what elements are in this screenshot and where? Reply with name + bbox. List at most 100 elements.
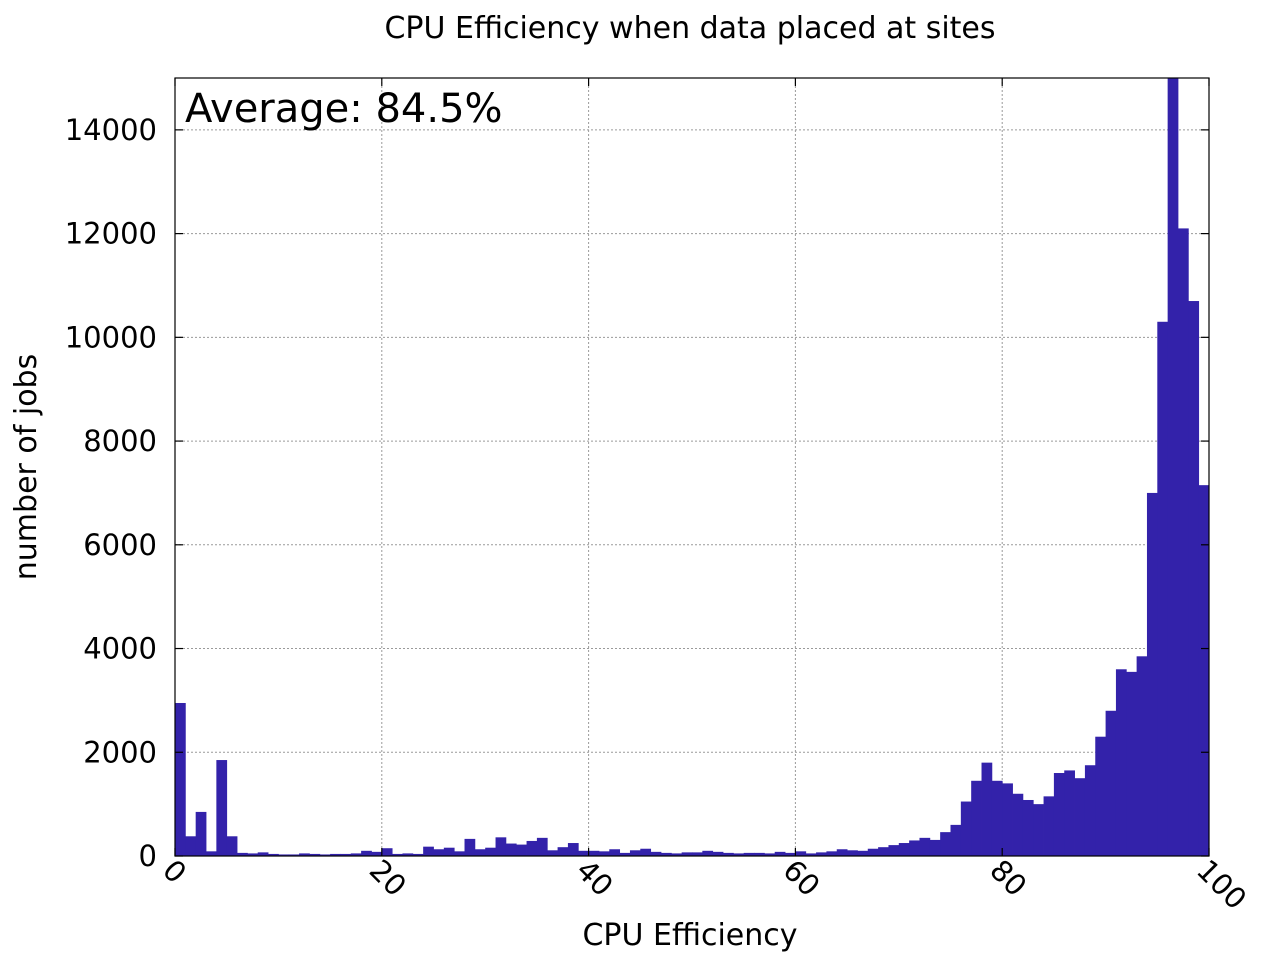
x-tick-label: 60 bbox=[776, 853, 826, 903]
histogram-bar bbox=[723, 852, 734, 856]
histogram-bar bbox=[816, 852, 827, 856]
chart-title: CPU Efficiency when data placed at sites bbox=[384, 11, 995, 46]
histogram-bar bbox=[898, 843, 910, 856]
histogram-bar bbox=[702, 850, 714, 856]
histogram-bar bbox=[567, 843, 579, 856]
histogram-bar bbox=[371, 851, 383, 856]
histogram-bar bbox=[919, 837, 931, 856]
histogram-bar bbox=[971, 780, 982, 856]
histogram-bar bbox=[330, 853, 341, 856]
histogram-bar bbox=[1105, 710, 1117, 856]
histogram-bar bbox=[268, 853, 279, 856]
x-axis-title: CPU Efficiency bbox=[582, 918, 797, 953]
histogram-bar bbox=[1002, 783, 1013, 856]
histogram-bar bbox=[1064, 770, 1075, 856]
histogram-bar bbox=[950, 824, 962, 856]
histogram-bar bbox=[175, 702, 186, 856]
histogram-bar bbox=[619, 852, 631, 856]
x-tick-label: 100 bbox=[1190, 853, 1253, 916]
y-tick-label: 4000 bbox=[83, 632, 157, 666]
histogram-bar bbox=[857, 850, 869, 856]
histogram-bar bbox=[526, 840, 538, 856]
histogram-bar bbox=[681, 852, 693, 856]
histogram-bar bbox=[650, 851, 662, 856]
histogram-bar bbox=[960, 801, 972, 856]
histogram-bar bbox=[454, 851, 465, 856]
plot-frame bbox=[174, 77, 1210, 857]
histogram-bar bbox=[1146, 492, 1158, 856]
histogram-bar bbox=[536, 837, 548, 856]
histogram-bar bbox=[340, 853, 352, 856]
histogram-bar bbox=[629, 850, 641, 856]
histogram-bar bbox=[1074, 778, 1086, 856]
histogram-bar bbox=[909, 840, 920, 856]
histogram-bar bbox=[1033, 804, 1044, 856]
y-tick-label: 6000 bbox=[83, 528, 157, 562]
histogram-bar bbox=[1167, 78, 1179, 856]
histogram-bar bbox=[1043, 796, 1055, 856]
histogram-bar bbox=[785, 852, 796, 856]
histogram-bar bbox=[474, 849, 486, 856]
average-annotation: Average: 84.5% bbox=[185, 86, 503, 132]
histogram-bar bbox=[547, 850, 558, 856]
histogram-bar bbox=[247, 853, 259, 856]
histogram-bar bbox=[671, 853, 683, 856]
histogram-bar bbox=[1084, 765, 1096, 856]
histogram-bar bbox=[867, 848, 879, 856]
y-axis-ticks: 0 2000 4000 6000 8000 10000 12000 14000 bbox=[65, 113, 1209, 873]
histogram-bar bbox=[1115, 669, 1127, 856]
x-tick-label: 80 bbox=[983, 853, 1033, 903]
histogram-bar bbox=[847, 850, 858, 856]
histogram-bar bbox=[319, 854, 331, 856]
histogram-bar bbox=[361, 850, 372, 856]
histogram-bar bbox=[774, 851, 786, 856]
x-tick-label: 40 bbox=[570, 853, 620, 903]
histogram-bar bbox=[805, 853, 817, 856]
histogram-bar bbox=[1022, 799, 1034, 856]
histogram-bar bbox=[981, 762, 993, 856]
histogram-bar bbox=[216, 760, 228, 856]
histogram-bar bbox=[423, 846, 434, 856]
histogram-bar bbox=[392, 853, 403, 856]
histogram-bar bbox=[578, 850, 589, 856]
y-tick-label: 10000 bbox=[65, 320, 157, 354]
histogram-bar bbox=[185, 836, 197, 856]
histogram-bar bbox=[764, 853, 776, 856]
histogram-bar bbox=[1198, 485, 1210, 856]
histogram-bar bbox=[712, 851, 724, 856]
histogram-bar bbox=[412, 853, 424, 856]
histogram-bar bbox=[309, 853, 321, 856]
histogram-bar bbox=[433, 849, 445, 856]
y-tick-label: 14000 bbox=[65, 113, 157, 147]
grid-lines bbox=[175, 78, 1209, 856]
histogram-bar bbox=[1177, 228, 1189, 856]
histogram-bars bbox=[175, 78, 1210, 857]
histogram-bar bbox=[1157, 321, 1169, 857]
histogram-bar bbox=[929, 839, 941, 856]
histogram-bar bbox=[495, 837, 507, 856]
y-tick-label: 0 bbox=[139, 839, 157, 873]
x-tick-label: 20 bbox=[363, 853, 413, 903]
histogram-bar bbox=[443, 847, 455, 856]
histogram-bar bbox=[557, 847, 569, 856]
histogram-bar bbox=[288, 854, 300, 856]
histogram-bar bbox=[1188, 301, 1200, 856]
histogram-bar bbox=[640, 848, 652, 856]
histogram-bar bbox=[464, 838, 476, 856]
histogram-bar bbox=[878, 847, 889, 856]
histogram-bar bbox=[826, 851, 838, 856]
histogram-bar bbox=[795, 851, 807, 856]
y-tick-label: 8000 bbox=[83, 424, 157, 458]
histogram-bar bbox=[743, 852, 755, 856]
x-tick-label: 0 bbox=[156, 853, 193, 890]
histogram-bar bbox=[195, 811, 207, 856]
histogram-bar bbox=[516, 844, 527, 856]
histogram-bar bbox=[381, 848, 393, 856]
histogram-bar bbox=[257, 852, 269, 856]
y-axis-title: number of jobs bbox=[9, 354, 44, 580]
histogram-bar bbox=[1012, 793, 1024, 856]
histogram-bar bbox=[836, 849, 848, 856]
histogram-bar bbox=[692, 852, 703, 856]
histogram-bar bbox=[588, 850, 600, 856]
